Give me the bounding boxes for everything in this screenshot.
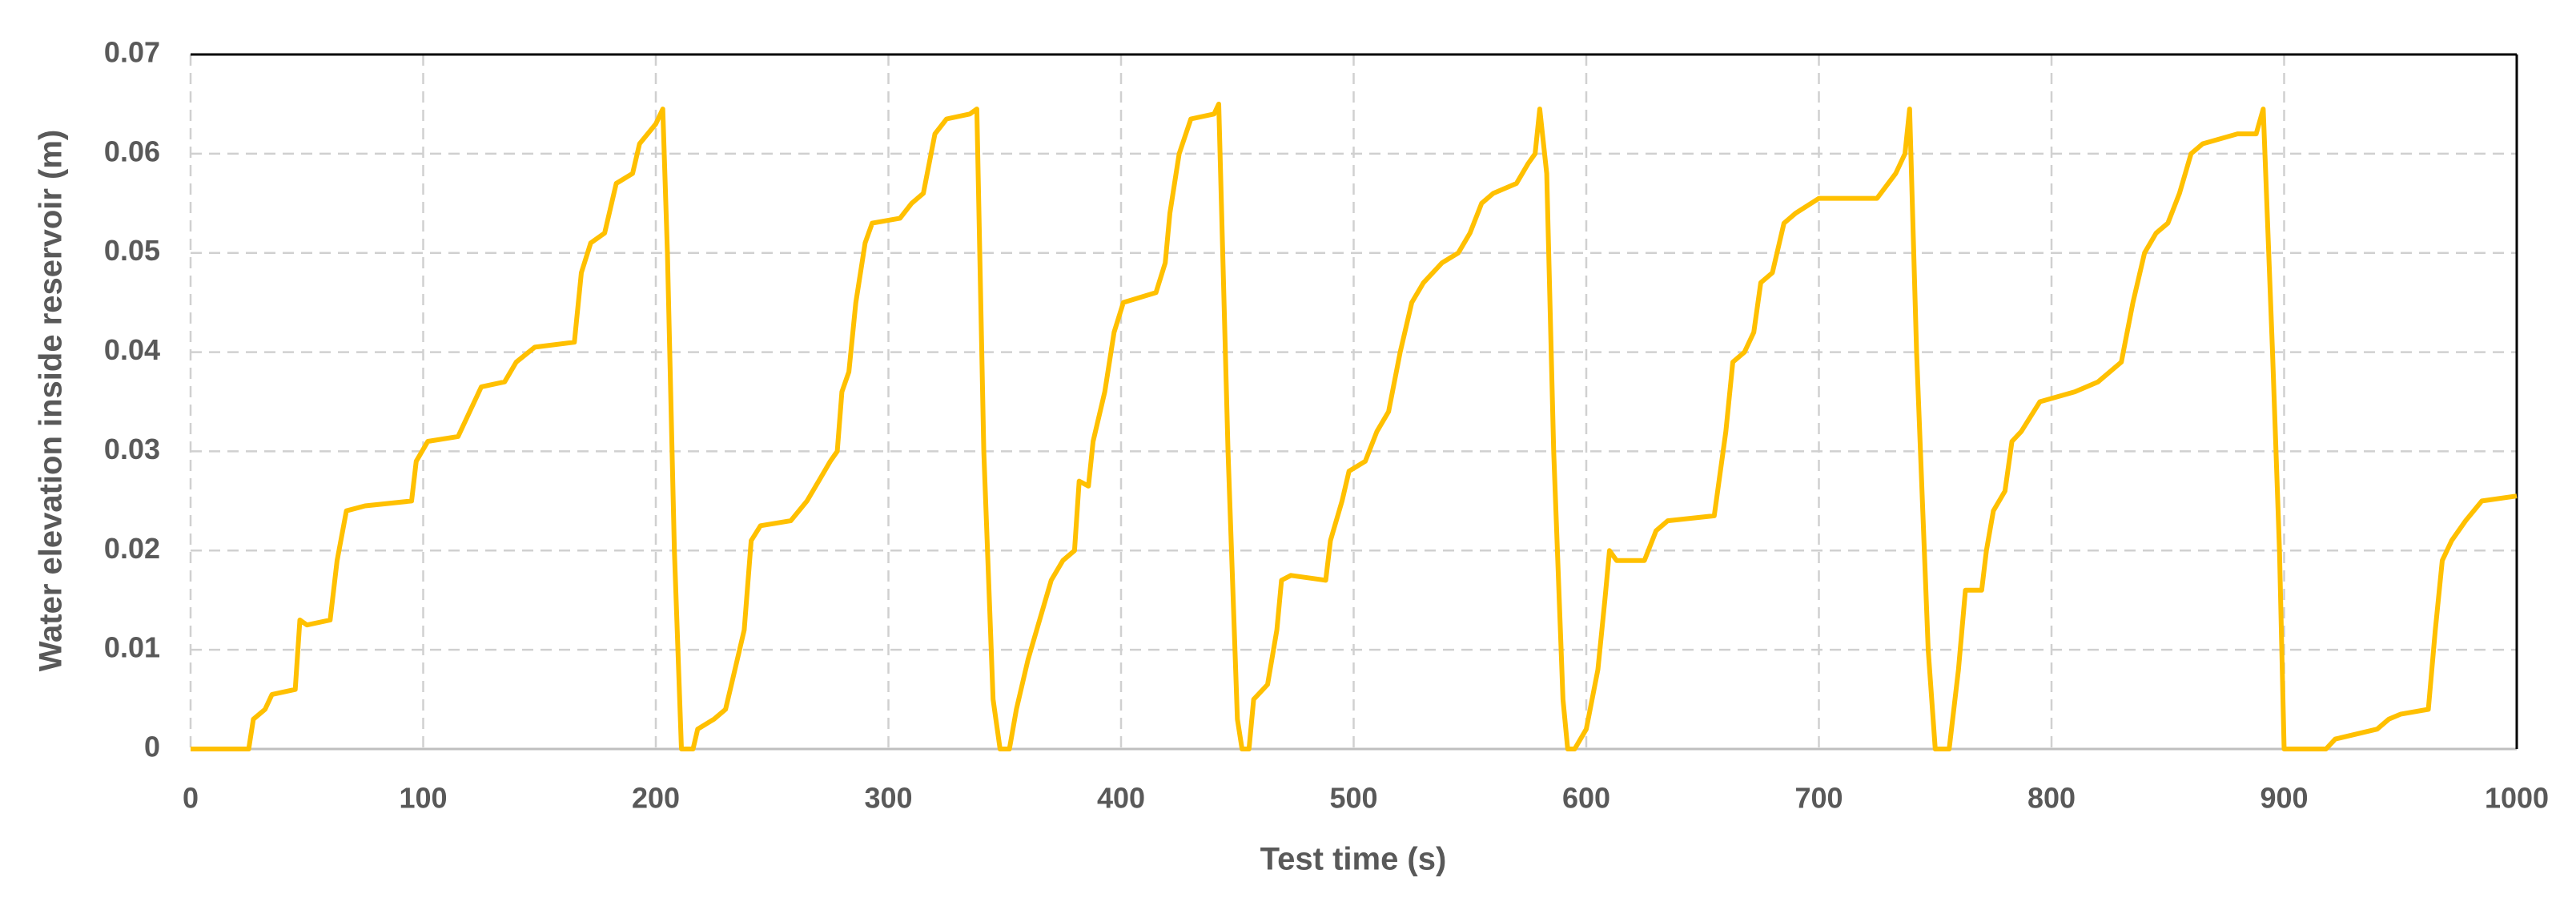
y-tick-label: 0.07	[104, 36, 160, 69]
x-tick-label: 300	[864, 782, 912, 815]
y-tick-label: 0.02	[104, 532, 160, 565]
x-tick-label: 0	[183, 782, 199, 815]
x-tick-label: 700	[1794, 782, 1843, 815]
x-tick-label: 900	[2260, 782, 2308, 815]
x-tick-label: 200	[632, 782, 680, 815]
x-tick-label: 1000	[2485, 782, 2549, 815]
y-tick-label: 0.03	[104, 433, 160, 465]
y-tick-label: 0.06	[104, 135, 160, 167]
x-tick-label: 600	[1562, 782, 1610, 815]
y-tick-label: 0.04	[104, 333, 160, 366]
data-line	[191, 101, 2518, 751]
x-tick-label: 800	[2027, 782, 2076, 815]
x-axis-title: Test time (s)	[1260, 842, 1447, 877]
y-tick-label: 0	[144, 731, 160, 763]
x-tick-label: 500	[1329, 782, 1377, 815]
y-axis-title: Water elevation inside reservoir (m)	[34, 130, 69, 672]
x-tick-label: 100	[399, 782, 447, 815]
y-tick-label: 0.01	[104, 631, 160, 664]
x-tick-label: 400	[1097, 782, 1145, 815]
y-tick-label: 0.05	[104, 234, 160, 267]
